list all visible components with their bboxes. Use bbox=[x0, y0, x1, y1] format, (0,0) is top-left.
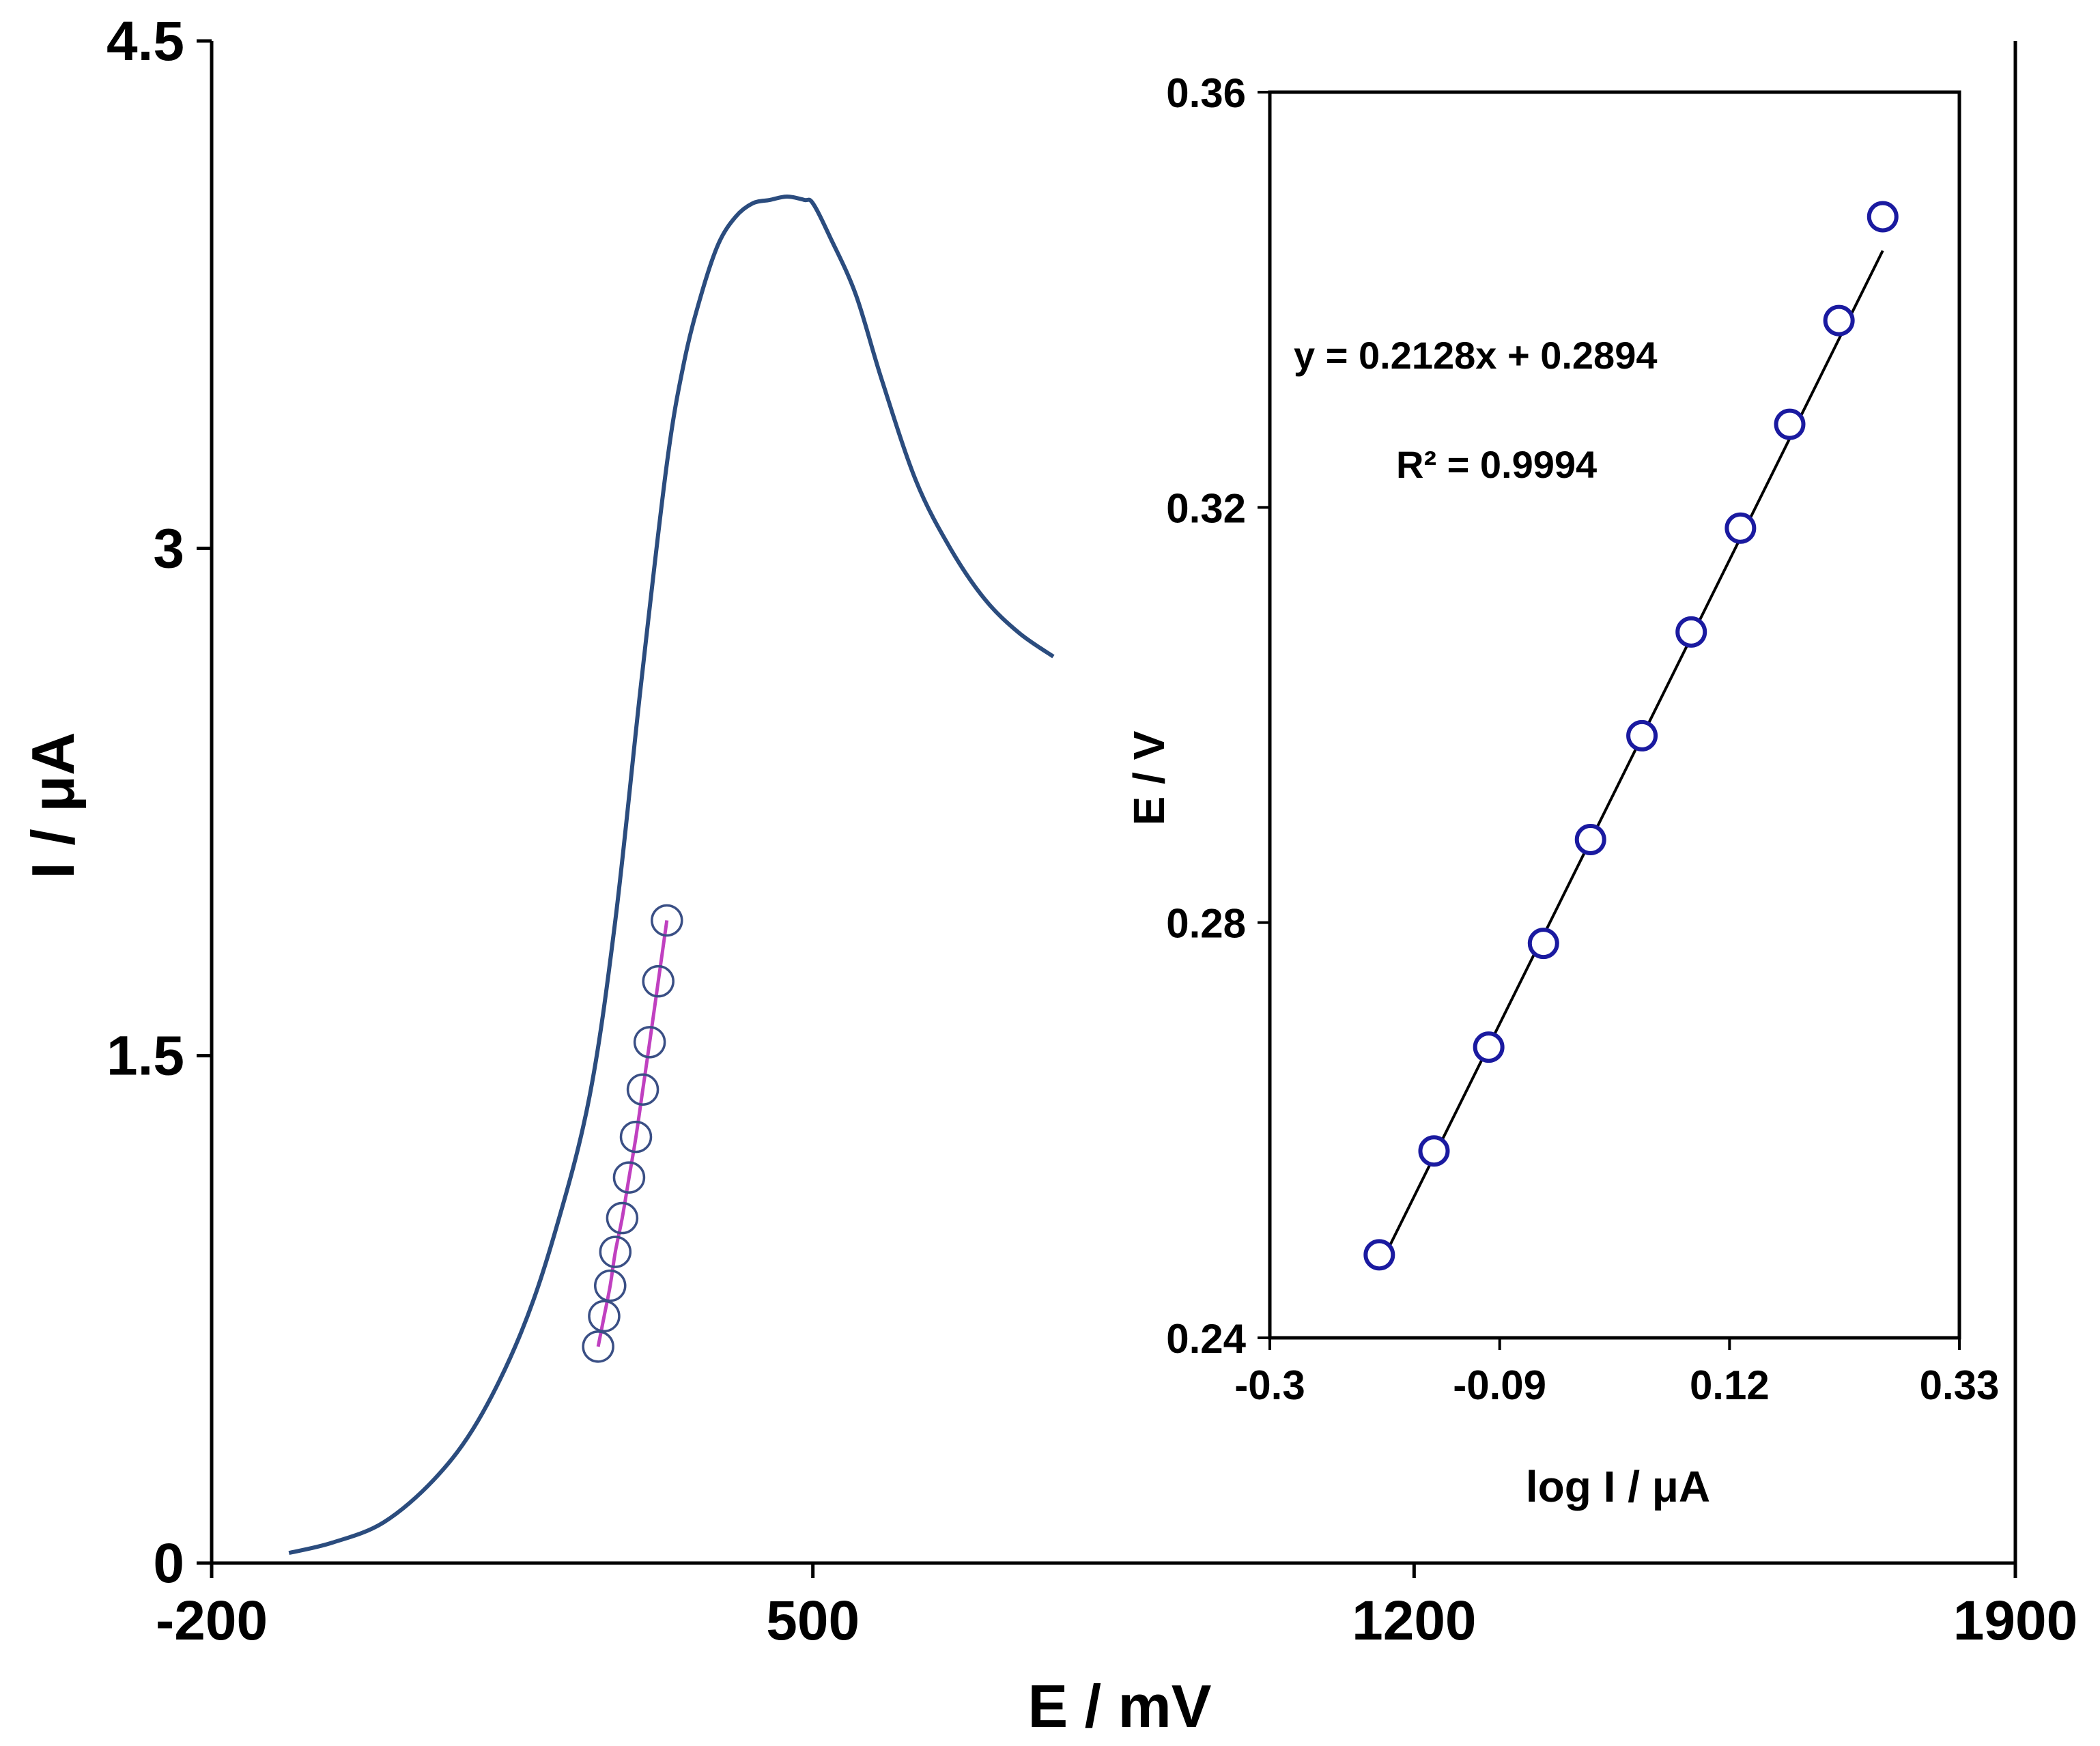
tafel-point bbox=[612, 1161, 646, 1194]
inset-x-tick-label: -0.09 bbox=[1453, 1362, 1546, 1408]
inset-point bbox=[1823, 304, 1855, 337]
main-y-axis-label: I / μA bbox=[19, 732, 87, 878]
fit-equation: y = 0.2128x + 0.2894 bbox=[1294, 334, 1658, 377]
main-y-tick-label: 0 bbox=[153, 1532, 184, 1594]
inset-point bbox=[1774, 408, 1806, 440]
main-x-tick-label: -200 bbox=[156, 1590, 268, 1652]
tafel-point bbox=[626, 1073, 659, 1106]
inset-y-tick-label: 0.36 bbox=[1166, 70, 1246, 116]
inset-point bbox=[1725, 512, 1757, 544]
tafel-point bbox=[606, 1201, 639, 1235]
inset-point bbox=[1527, 928, 1559, 960]
inset-plot-content bbox=[1363, 201, 1899, 1271]
inset-y-axis-label: E / V bbox=[1124, 730, 1174, 825]
tafel-point bbox=[619, 1120, 653, 1154]
inset-point bbox=[1473, 1031, 1505, 1063]
tafel-region-line bbox=[596, 920, 669, 1347]
inset-y-tick-label: 0.24 bbox=[1166, 1316, 1246, 1362]
main-y-tick-label: 1.5 bbox=[107, 1025, 184, 1087]
main-chart: -200 500 1200 1900 0 1.5 3 4.5 E / mV I / μA bbox=[19, 10, 2077, 1740]
inset-point bbox=[1418, 1135, 1450, 1167]
inset-point bbox=[1675, 616, 1707, 648]
inset-frame bbox=[1268, 90, 1961, 1340]
tafel-point bbox=[642, 964, 675, 998]
inset-ticks: -0.3 -0.09 0.12 0.33 0.24 0.28 0.32 0.36 bbox=[1166, 70, 1999, 1408]
tafel-point bbox=[633, 1026, 666, 1059]
tafel-point bbox=[594, 1269, 627, 1302]
tafel-point bbox=[582, 1330, 614, 1363]
inset-chart: -0.3 -0.09 0.12 0.33 0.24 0.28 0.32 0.36 y = 0.… bbox=[1124, 70, 1999, 1511]
inset-x-axis-label: log I / μA bbox=[1526, 1462, 1710, 1511]
inset-y-tick-label: 0.28 bbox=[1166, 901, 1246, 947]
r-squared: R² = 0.9994 bbox=[1396, 443, 1597, 486]
inset-point bbox=[1867, 201, 1899, 233]
main-y-tick-label: 4.5 bbox=[107, 10, 184, 72]
main-x-tick-label: 500 bbox=[766, 1590, 860, 1652]
main-x-tick-label: 1200 bbox=[1352, 1590, 1476, 1652]
voltammogram-curve bbox=[288, 194, 1055, 1556]
main-y-tick-label: 3 bbox=[153, 517, 184, 579]
inset-x-tick-label: -0.3 bbox=[1234, 1362, 1305, 1408]
inset-x-tick-label: 0.33 bbox=[1920, 1362, 2000, 1408]
main-x-tick-label: 1900 bbox=[1953, 1590, 2077, 1652]
inset-y-tick-label: 0.32 bbox=[1166, 485, 1246, 531]
inset-x-tick-label: 0.12 bbox=[1690, 1362, 1770, 1408]
inset-point bbox=[1574, 824, 1606, 855]
tafel-point bbox=[651, 904, 683, 937]
tafel-point bbox=[599, 1235, 632, 1268]
inset-point bbox=[1363, 1239, 1395, 1271]
inset-point bbox=[1626, 719, 1658, 752]
tafel-point bbox=[588, 1300, 621, 1332]
main-plot-content bbox=[288, 194, 1055, 1556]
main-x-axis-label: E / mV bbox=[1028, 1672, 1212, 1740]
main-ticks: -200 500 1200 1900 0 1.5 3 4.5 bbox=[107, 10, 2077, 1652]
